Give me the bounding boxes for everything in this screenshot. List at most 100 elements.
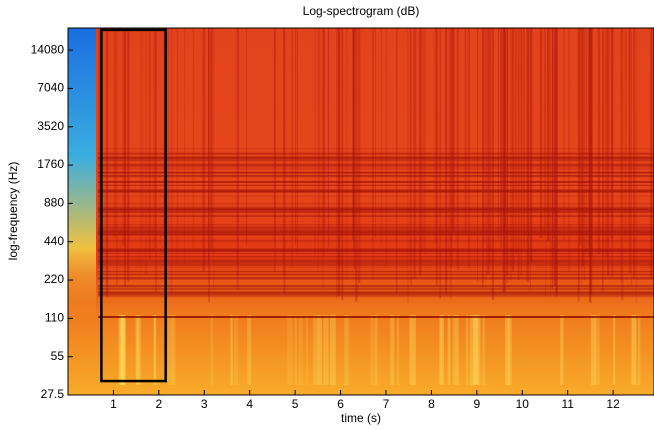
texture (450, 28, 453, 267)
texture (98, 180, 654, 183)
texture (98, 171, 654, 174)
texture (294, 28, 297, 245)
texture (124, 28, 127, 288)
texture (555, 28, 558, 294)
texture (410, 28, 412, 286)
texture (637, 315, 641, 385)
texture (475, 315, 481, 385)
texture (98, 263, 654, 266)
texture (585, 28, 587, 253)
texture (98, 207, 654, 210)
texture (628, 28, 630, 244)
texture (98, 229, 654, 231)
texture (98, 249, 654, 252)
texture (526, 28, 529, 283)
texture (98, 167, 654, 170)
texture (148, 28, 151, 260)
texture (650, 28, 653, 280)
texture (170, 28, 173, 296)
texture (98, 316, 654, 318)
y-tick-label: 880 (44, 196, 64, 210)
texture (435, 28, 438, 286)
x-axis-label: time (s) (341, 411, 381, 425)
texture (305, 315, 308, 385)
texture (141, 28, 143, 242)
texture (98, 230, 654, 233)
texture (589, 28, 593, 295)
texture (434, 28, 437, 244)
texture (482, 28, 484, 283)
y-tick-label: 1760 (37, 157, 64, 171)
texture (98, 184, 654, 187)
texture (440, 315, 444, 385)
texture (98, 287, 654, 291)
texture (581, 28, 584, 267)
x-tick-label: 10 (516, 397, 530, 411)
texture (515, 28, 517, 252)
texture (338, 28, 341, 296)
texture (611, 28, 614, 278)
texture (489, 28, 492, 252)
texture (98, 209, 654, 211)
texture (210, 28, 213, 248)
texture (631, 315, 637, 385)
texture (119, 315, 124, 385)
texture (318, 28, 321, 235)
texture (167, 28, 169, 230)
texture (520, 28, 522, 276)
texture (502, 28, 505, 293)
texture (396, 315, 400, 385)
x-tick-label: 5 (292, 397, 299, 411)
texture (98, 165, 654, 168)
texture (327, 28, 330, 231)
plot-area (68, 28, 654, 395)
texture (105, 28, 109, 297)
texture (208, 28, 210, 263)
texture (407, 28, 409, 303)
texture (544, 28, 546, 235)
texture (482, 28, 484, 288)
texture (273, 28, 276, 272)
texture (118, 315, 124, 385)
texture (282, 28, 285, 275)
texture (483, 28, 486, 243)
texture (633, 28, 636, 279)
texture (322, 28, 325, 234)
texture (98, 191, 654, 193)
texture (233, 315, 239, 385)
texture (578, 28, 580, 292)
texture (464, 28, 467, 236)
texture (469, 315, 475, 385)
texture (503, 28, 506, 292)
texture (385, 28, 388, 267)
texture (503, 28, 506, 255)
texture (98, 171, 654, 174)
texture (98, 152, 654, 156)
texture (98, 261, 654, 264)
texture (208, 28, 210, 303)
texture (491, 28, 494, 300)
texture (452, 315, 455, 385)
y-axis-label: log-frequency (Hz) (6, 162, 20, 261)
texture (409, 28, 412, 261)
texture (602, 28, 604, 294)
texture (98, 258, 654, 262)
texture (98, 156, 654, 159)
texture (287, 315, 293, 385)
texture (113, 28, 117, 239)
texture (621, 28, 624, 301)
texture (153, 315, 156, 385)
texture (237, 28, 239, 276)
texture (467, 28, 470, 268)
texture (127, 28, 130, 282)
texture (98, 181, 654, 183)
texture (597, 28, 600, 255)
x-tick-label: 12 (606, 397, 620, 411)
texture (246, 28, 248, 246)
texture (603, 28, 605, 257)
texture (236, 28, 239, 290)
texture (630, 315, 637, 385)
texture (515, 28, 517, 255)
texture (230, 315, 233, 385)
